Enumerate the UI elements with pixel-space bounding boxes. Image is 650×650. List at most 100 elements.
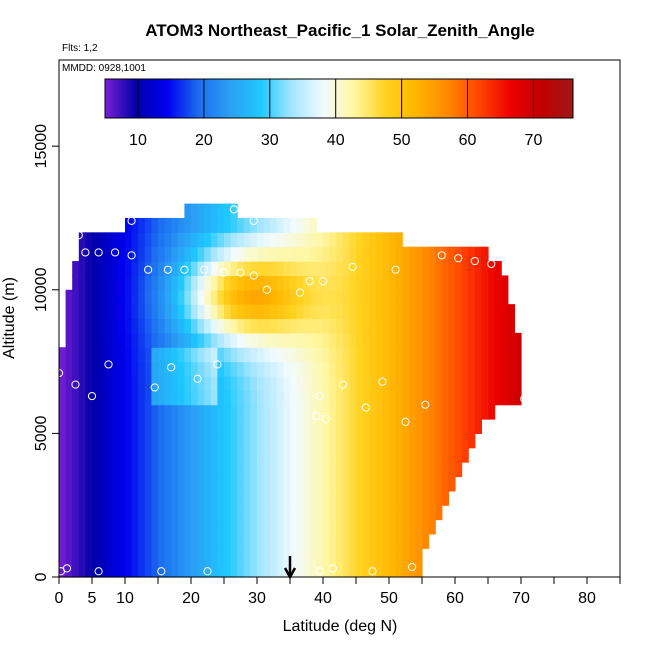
heatmap-cell bbox=[224, 332, 232, 348]
heatmap-cell bbox=[105, 490, 113, 506]
heatmap-cell bbox=[356, 404, 364, 420]
heatmap-cell bbox=[448, 246, 456, 262]
heatmap-cell bbox=[151, 533, 159, 549]
heatmap-cell bbox=[197, 246, 205, 262]
heatmap-cell bbox=[422, 332, 430, 348]
heatmap-cell bbox=[243, 318, 251, 334]
heatmap-cell bbox=[448, 419, 456, 434]
heatmap-cell bbox=[494, 390, 502, 406]
heatmap-cell bbox=[118, 548, 126, 564]
heatmap-cell bbox=[362, 332, 370, 348]
heatmap-cell bbox=[243, 217, 251, 233]
heatmap-cell bbox=[72, 519, 80, 535]
heatmap-cell bbox=[78, 347, 86, 363]
heatmap-cell bbox=[349, 246, 357, 262]
heatmap-cell bbox=[461, 447, 469, 463]
heatmap-cell bbox=[415, 562, 423, 578]
heatmap-cell bbox=[210, 361, 218, 377]
heatmap-cell bbox=[131, 217, 139, 233]
heatmap-cell bbox=[369, 347, 377, 363]
heatmap-cell bbox=[303, 419, 311, 434]
sample-point bbox=[305, 277, 314, 286]
colorbar-tick-label: 30 bbox=[261, 132, 279, 149]
heatmap-cell bbox=[257, 232, 265, 248]
heatmap-cell bbox=[184, 562, 192, 578]
heatmap-cell bbox=[65, 318, 73, 334]
heatmap-cell bbox=[369, 505, 377, 521]
y-tick-label: 10000 bbox=[33, 267, 50, 312]
heatmap-cell bbox=[191, 261, 199, 277]
heatmap-cell bbox=[131, 462, 139, 478]
heatmap-cell bbox=[349, 447, 357, 463]
heatmap-cell bbox=[263, 275, 271, 291]
sample-point bbox=[318, 277, 328, 286]
heatmap-cell bbox=[243, 390, 251, 406]
heatmap-cell bbox=[151, 490, 159, 506]
heatmap-cell bbox=[217, 318, 225, 334]
heatmap-cell bbox=[131, 289, 139, 305]
heatmap-cell bbox=[164, 332, 172, 348]
heatmap-cell bbox=[329, 505, 337, 521]
heatmap-cell bbox=[349, 289, 357, 305]
heatmap-cell bbox=[59, 433, 67, 449]
heatmap-cell bbox=[283, 519, 291, 535]
sample-point bbox=[470, 256, 479, 266]
heatmap-cell bbox=[316, 261, 324, 277]
heatmap-cell bbox=[210, 347, 218, 363]
heatmap-cell bbox=[204, 275, 212, 291]
heatmap-cell bbox=[356, 419, 364, 434]
heatmap-cell bbox=[422, 347, 430, 363]
heatmap-cell bbox=[323, 462, 331, 478]
heatmap-cell bbox=[303, 375, 311, 391]
heatmap-cell bbox=[144, 361, 152, 377]
heatmap-cell bbox=[455, 419, 463, 434]
heatmap-cell bbox=[125, 462, 133, 478]
sample-point bbox=[408, 562, 417, 572]
heatmap-cell bbox=[65, 533, 73, 549]
heatmap-cell bbox=[177, 548, 185, 564]
heatmap-cell bbox=[98, 232, 106, 248]
heatmap-cell bbox=[402, 490, 410, 506]
heatmap-cell bbox=[422, 246, 430, 262]
heatmap-cell bbox=[309, 447, 317, 463]
heatmap-cell bbox=[171, 476, 179, 492]
heatmap-cell bbox=[369, 433, 377, 449]
heatmap-cell bbox=[118, 361, 126, 377]
x-tick-label: 10 bbox=[116, 590, 134, 607]
heatmap-cell bbox=[448, 390, 456, 406]
heatmap-cell bbox=[243, 447, 251, 463]
heatmap-cell bbox=[283, 462, 291, 478]
heatmap-cell bbox=[435, 476, 443, 492]
heatmap-cell bbox=[494, 361, 502, 377]
heatmap-cell bbox=[217, 246, 225, 262]
heatmap-cell bbox=[65, 476, 73, 492]
heatmap-cell bbox=[296, 462, 304, 478]
heatmap-cell bbox=[369, 246, 377, 262]
heatmap-cell bbox=[177, 533, 185, 549]
sample-point bbox=[111, 248, 120, 257]
heatmap-cell bbox=[138, 232, 146, 248]
heatmap-cell bbox=[250, 261, 258, 277]
heatmap-cell bbox=[303, 462, 311, 478]
heatmap-cell bbox=[316, 404, 324, 420]
heatmap-cell bbox=[329, 375, 337, 391]
heatmap-cell bbox=[481, 332, 489, 348]
heatmap-cell bbox=[481, 289, 489, 305]
heatmap-cell bbox=[131, 533, 139, 549]
heatmap-cell bbox=[329, 347, 337, 363]
heatmap-cell bbox=[85, 447, 93, 463]
heatmap-cell bbox=[171, 289, 179, 305]
heatmap-cell bbox=[78, 318, 86, 334]
heatmap-cell bbox=[224, 462, 232, 478]
heatmap-cell bbox=[303, 404, 311, 420]
heatmap-cell bbox=[237, 217, 245, 233]
heatmap-cell bbox=[78, 289, 86, 305]
heatmap-cell bbox=[455, 433, 463, 449]
heatmap-cell bbox=[270, 246, 278, 262]
heatmap-cell bbox=[382, 275, 390, 291]
heatmap-cell bbox=[177, 361, 185, 377]
heatmap-cell bbox=[349, 462, 357, 478]
heatmap-cell bbox=[98, 275, 106, 291]
heatmap-cell bbox=[197, 375, 205, 391]
heatmap-cell bbox=[408, 490, 416, 506]
